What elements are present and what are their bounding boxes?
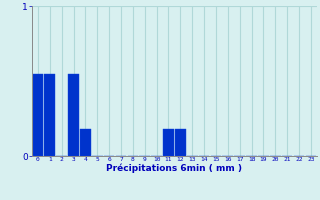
X-axis label: Précipitations 6min ( mm ): Précipitations 6min ( mm ) [106, 164, 243, 173]
Bar [68, 73, 79, 156]
Bar [44, 73, 55, 156]
Bar [33, 73, 43, 156]
Bar [175, 129, 186, 156]
Bar [80, 129, 91, 156]
Bar [163, 129, 174, 156]
